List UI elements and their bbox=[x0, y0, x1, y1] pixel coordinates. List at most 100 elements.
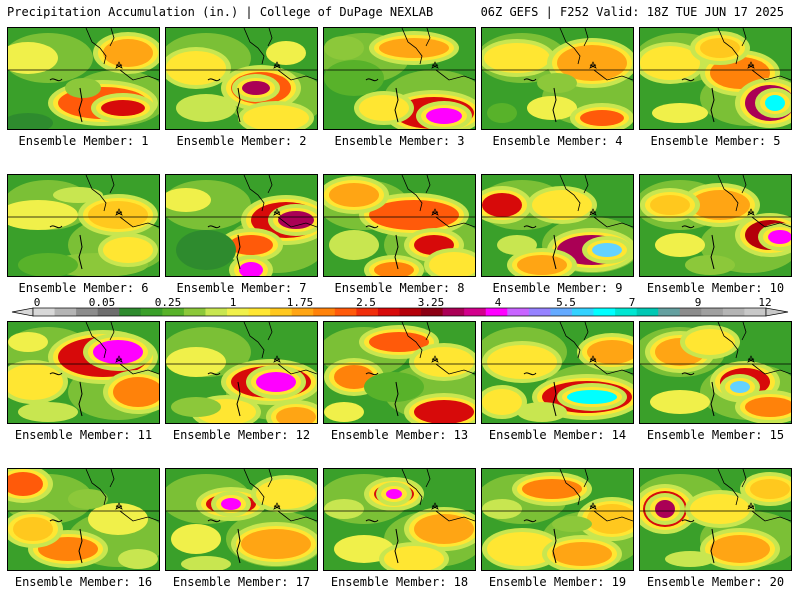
precipitation-field bbox=[166, 175, 317, 276]
scale-swatch bbox=[183, 308, 206, 316]
precipitation-field bbox=[8, 175, 159, 276]
ensemble-map-panel[interactable] bbox=[323, 27, 476, 130]
ensemble-map-panel[interactable] bbox=[481, 321, 634, 424]
scale-swatch bbox=[54, 308, 77, 316]
scale-swatch bbox=[313, 308, 336, 316]
panel-caption: Ensemble Member: 12 bbox=[172, 428, 311, 442]
precipitation-field bbox=[166, 469, 317, 570]
scale-swatch bbox=[658, 308, 681, 316]
ensemble-map-panel[interactable] bbox=[7, 27, 160, 130]
ensemble-map-panel[interactable] bbox=[323, 468, 476, 571]
ensemble-map-panel[interactable] bbox=[7, 321, 160, 424]
scale-tick-label: 1 bbox=[229, 296, 237, 309]
precipitation-field bbox=[8, 28, 159, 129]
scale-tick-label: 0.05 bbox=[88, 296, 116, 309]
ensemble-map-panel[interactable] bbox=[481, 27, 634, 130]
scale-swatch bbox=[421, 308, 444, 316]
scale-swatch bbox=[485, 308, 508, 316]
ensemble-map-panel[interactable] bbox=[165, 321, 318, 424]
scale-tick-label: 9 bbox=[694, 296, 702, 309]
ensemble-map-panel[interactable] bbox=[165, 174, 318, 277]
scale-swatch bbox=[76, 308, 99, 316]
scale-swatch bbox=[722, 308, 745, 316]
scale-swatch bbox=[507, 308, 530, 316]
scale-swatch bbox=[550, 308, 573, 316]
precipitation-field bbox=[482, 322, 633, 423]
scale-tick-label: 0 bbox=[33, 296, 41, 309]
precipitation-field bbox=[324, 175, 475, 276]
scale-swatch bbox=[679, 308, 702, 316]
precipitation-field bbox=[8, 322, 159, 423]
panel-caption: Ensemble Member: 11 bbox=[14, 428, 153, 442]
precipitation-field bbox=[640, 28, 791, 129]
scale-swatch bbox=[636, 308, 659, 316]
scale-swatch bbox=[140, 308, 163, 316]
precipitation-field bbox=[324, 28, 475, 129]
scale-swatch bbox=[701, 308, 724, 316]
precipitation-field bbox=[324, 322, 475, 423]
panel-caption: Ensemble Member: 4 bbox=[492, 134, 623, 148]
scale-tick-label: 2.5 bbox=[356, 296, 376, 309]
scale-tick-label: 3.25 bbox=[417, 296, 445, 309]
panel-caption: Ensemble Member: 15 bbox=[646, 428, 785, 442]
scale-swatch bbox=[291, 308, 314, 316]
ensemble-map-panel[interactable] bbox=[165, 27, 318, 130]
scale-swatch bbox=[205, 308, 228, 316]
scale-swatch bbox=[399, 308, 422, 316]
panel-caption: Ensemble Member: 14 bbox=[488, 428, 627, 442]
color-scale-bar bbox=[11, 307, 789, 317]
ensemble-map-panel[interactable] bbox=[639, 468, 792, 571]
ensemble-map-panel[interactable] bbox=[639, 321, 792, 424]
scale-swatch bbox=[248, 308, 271, 316]
ensemble-map-panel[interactable] bbox=[639, 174, 792, 277]
panel-caption: Ensemble Member: 1 bbox=[18, 134, 149, 148]
ensemble-map-panel[interactable] bbox=[7, 174, 160, 277]
precipitation-field bbox=[8, 469, 159, 570]
precipitation-field bbox=[640, 175, 791, 276]
scale-swatch bbox=[744, 308, 767, 316]
ensemble-map-panel[interactable] bbox=[7, 468, 160, 571]
ensemble-map-panel[interactable] bbox=[165, 468, 318, 571]
panel-caption: Ensemble Member: 6 bbox=[18, 281, 149, 295]
panel-caption: Ensemble Member: 19 bbox=[488, 575, 627, 589]
ensemble-map-panel[interactable] bbox=[639, 27, 792, 130]
panel-caption: Ensemble Member: 13 bbox=[330, 428, 469, 442]
ensemble-map-panel[interactable] bbox=[323, 174, 476, 277]
scale-swatch bbox=[119, 308, 142, 316]
scale-tick-label: 0.25 bbox=[154, 296, 182, 309]
scale-tick-label: 7 bbox=[628, 296, 636, 309]
ensemble-map-panel[interactable] bbox=[481, 468, 634, 571]
precipitation-field bbox=[324, 469, 475, 570]
scale-swatch bbox=[571, 308, 594, 316]
scale-swatch bbox=[442, 308, 465, 316]
scale-swatch bbox=[356, 308, 379, 316]
precipitation-field bbox=[166, 28, 317, 129]
ensemble-map-panel[interactable] bbox=[481, 174, 634, 277]
scale-swatch bbox=[270, 308, 293, 316]
precipitation-field bbox=[482, 175, 633, 276]
scale-swatch bbox=[334, 308, 357, 316]
precipitation-field bbox=[482, 469, 633, 570]
panel-caption: Ensemble Member: 18 bbox=[330, 575, 469, 589]
scale-tick-label: 12 bbox=[758, 296, 772, 309]
scale-swatch bbox=[615, 308, 638, 316]
precipitation-field bbox=[482, 28, 633, 129]
panel-caption: Ensemble Member: 16 bbox=[14, 575, 153, 589]
scale-swatch bbox=[593, 308, 616, 316]
scale-swatch bbox=[162, 308, 185, 316]
scale-swatch bbox=[464, 308, 487, 316]
scale-swatch bbox=[528, 308, 551, 316]
panel-caption: Ensemble Member: 17 bbox=[172, 575, 311, 589]
scale-tick-label: 4 bbox=[494, 296, 502, 309]
panel-caption: Ensemble Member: 9 bbox=[492, 281, 623, 295]
ensemble-map-panel[interactable] bbox=[323, 321, 476, 424]
scale-tick-label: 1.75 bbox=[286, 296, 314, 309]
scale-tick-label: 5.5 bbox=[556, 296, 576, 309]
scale-right-arrow bbox=[765, 307, 789, 317]
panel-caption: Ensemble Member: 2 bbox=[176, 134, 307, 148]
scale-swatch bbox=[377, 308, 400, 316]
panel-caption: Ensemble Member: 20 bbox=[646, 575, 785, 589]
scale-swatch bbox=[227, 308, 249, 316]
panel-caption: Ensemble Member: 10 bbox=[646, 281, 785, 295]
panel-caption: Ensemble Member: 3 bbox=[334, 134, 465, 148]
